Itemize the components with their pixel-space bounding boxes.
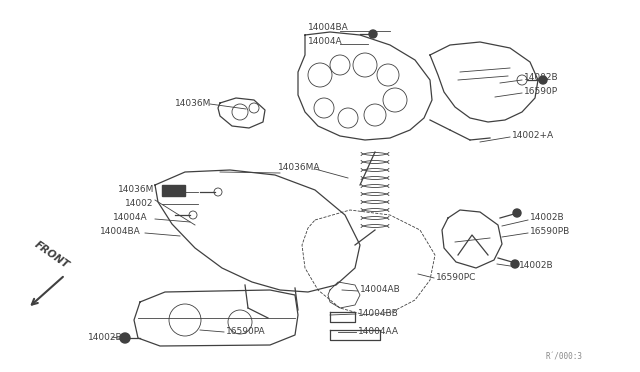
Text: 14002B: 14002B [530, 214, 564, 222]
Circle shape [511, 260, 519, 268]
Text: FRONT: FRONT [33, 239, 71, 270]
Text: 14004BA: 14004BA [100, 228, 141, 237]
Circle shape [539, 76, 547, 84]
Text: 14036M: 14036M [175, 99, 211, 108]
Text: 16590P: 16590P [524, 87, 558, 96]
Text: 14036M: 14036M [118, 186, 154, 195]
Text: 14004A: 14004A [308, 38, 342, 46]
Text: 14002B: 14002B [524, 74, 559, 83]
Text: 14002B: 14002B [519, 260, 554, 269]
Text: 14004BA: 14004BA [308, 23, 349, 32]
Circle shape [369, 30, 377, 38]
Text: 14036MA: 14036MA [278, 164, 321, 173]
Text: 14002B: 14002B [88, 334, 123, 343]
Text: 14004A: 14004A [113, 214, 148, 222]
Text: R´/000:3: R´/000:3 [545, 353, 582, 362]
Text: 14004BB: 14004BB [358, 308, 399, 317]
Polygon shape [162, 185, 185, 196]
Text: 16590PB: 16590PB [530, 228, 570, 237]
Text: 16590PC: 16590PC [436, 273, 476, 282]
Text: 16590PA: 16590PA [226, 327, 266, 336]
Text: 14002: 14002 [125, 199, 154, 208]
Text: 14004AA: 14004AA [358, 327, 399, 336]
Text: 14004AB: 14004AB [360, 285, 401, 295]
Circle shape [513, 209, 521, 217]
Circle shape [120, 333, 130, 343]
Text: 14002+A: 14002+A [512, 131, 554, 140]
